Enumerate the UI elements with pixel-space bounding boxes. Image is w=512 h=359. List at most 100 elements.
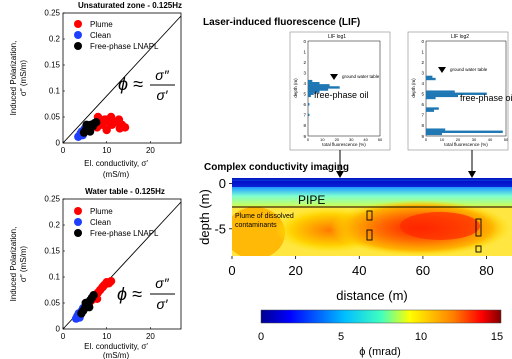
fluorescence-bar — [426, 94, 458, 98]
y-tick-label: 0.25 — [44, 9, 60, 18]
lif-log1-xlabel: total fluorescence (%) — [322, 142, 366, 147]
y-tick-label: 0.2 — [49, 35, 61, 44]
data-point — [100, 115, 109, 124]
legend-lnapl-marker — [74, 42, 82, 50]
y-tick-label: 0 — [56, 139, 61, 148]
colorbar-tick-label: 5 — [338, 331, 344, 343]
y-tick-label: 8 — [303, 123, 306, 128]
panel-a-ylabel-line2: σ″ (mS/m) — [19, 60, 28, 97]
y-tick-label: -5 — [214, 221, 226, 236]
fluorescence-bar — [426, 96, 436, 100]
x-tick-label: 0 — [425, 137, 428, 142]
lif-log2-gwt-label: ground water table — [450, 67, 488, 72]
colorbar-tick-label: 10 — [415, 331, 427, 343]
cci-x-ticks: 0 20 40 60 80 — [228, 256, 494, 278]
data-point — [85, 127, 95, 136]
y-tick-label: 0.05 — [44, 113, 60, 122]
y-tick-label: 6 — [303, 102, 306, 107]
y-tick-label: 0 — [56, 325, 61, 334]
fluorescence-bar — [426, 132, 442, 136]
lif-log1-location-marker — [366, 210, 373, 221]
fluorescence-bar — [308, 92, 314, 95]
fluorescence-bar — [308, 90, 320, 93]
y-tick-label: 1 — [303, 49, 306, 54]
lif-log2-bars — [426, 75, 503, 136]
x-tick-label: 50 — [504, 137, 509, 142]
panel-a-xlabel-line2: (mS/m) — [103, 170, 130, 179]
y-tick-label: 7 — [421, 113, 424, 118]
panel-b-frame — [62, 198, 182, 330]
cci-section: PIPE Plume of dissolved contaminants dep… — [197, 176, 512, 303]
fluorescence-bar — [426, 128, 446, 131]
data-point — [102, 125, 111, 135]
panel-b-ylabel-line1: Induced Polarization, — [9, 227, 18, 302]
legend-plume-label: Plume — [90, 207, 113, 216]
lif-log1-ylabel: depth (m) — [293, 78, 298, 98]
panel-a-equation: ϕ ≈ σ″ σ′ — [118, 67, 175, 103]
x-tick-label: 0 — [307, 137, 310, 142]
y-tick-label: 3 — [421, 70, 424, 75]
cci-y-ticks: 0 -5 — [214, 176, 232, 236]
arrow-down-icon — [468, 171, 476, 178]
plume-label-line2: contaminants — [235, 222, 277, 229]
equation-denominator: σ′ — [156, 87, 168, 103]
data-point — [106, 112, 116, 122]
lif-log1-y-ticks: 0 1 2 3 4 5 6 7 8 9 — [303, 39, 306, 139]
y-tick-label: 6 — [421, 102, 424, 107]
lif-log1-bars — [308, 79, 340, 117]
legend-plume-marker — [74, 207, 82, 215]
panel-b-title: Water table - 0.125Hz — [85, 187, 165, 196]
lif-log2-panel — [407, 31, 509, 151]
equation-numerator: σ″ — [155, 275, 169, 291]
x-tick-label: 0 — [228, 263, 235, 278]
x-tick-label: 20 — [146, 332, 155, 341]
colorbar-tick-label: 15 — [491, 331, 503, 343]
panel-b-equation: ϕ ≈ σ″ σ′ — [117, 275, 175, 312]
fluorescence-bar — [308, 88, 329, 91]
y-tick-label: 1 — [421, 49, 424, 54]
fluorescence-bar — [426, 109, 434, 112]
x-tick-label: 50 — [378, 137, 383, 142]
lif-log1-gwt-label: ground water table — [342, 74, 380, 79]
x-tick-label: 10 — [440, 137, 445, 142]
x-tick-label: 60 — [416, 263, 430, 278]
ground-water-table-icon — [330, 74, 338, 80]
y-tick-label: 9 — [303, 134, 306, 139]
lif-log2-location-marker — [475, 245, 482, 253]
x-tick-label: 20 — [288, 263, 302, 278]
panel-b-ylabel-line2: σ″ (mS/m) — [19, 246, 28, 283]
fluorescence-bar — [426, 90, 455, 93]
data-point — [92, 118, 101, 127]
colorbar-label: ϕ (mrad) — [359, 346, 401, 358]
legend-lnapl-marker — [74, 229, 82, 237]
legend-clean-marker — [74, 31, 82, 39]
lif-log1-annotation: free-phase oil — [314, 90, 369, 100]
x-tick-label: 10 — [320, 137, 325, 142]
panel-a-x-ticks: 0 10 20 — [61, 141, 155, 155]
x-tick-label: 40 — [363, 137, 368, 142]
y-tick-label: 4 — [303, 81, 306, 86]
lif-log2-axes — [425, 40, 507, 137]
plume-label-line1: Plume of dissolved — [235, 213, 294, 220]
equation-numerator: σ″ — [155, 67, 169, 83]
x-tick-label: 0 — [61, 146, 66, 155]
panel-a-ylabel-line1: Induced Polarization, — [9, 41, 18, 116]
lif-header: Laser-induced fluorescence (LIF) — [203, 17, 360, 28]
x-tick-label: 30 — [472, 137, 477, 142]
panel-b-xlabel-line1: El. conductivity, σ′ — [84, 342, 148, 351]
legend-clean-label: Clean — [90, 31, 111, 40]
x-tick-label: 20 — [146, 146, 155, 155]
fluorescence-bar — [308, 84, 330, 87]
lif-log2-y-ticks: 0 1 2 3 4 5 6 7 8 9 — [421, 39, 424, 139]
y-tick-label: 0.1 — [49, 87, 61, 96]
equation-denominator: σ′ — [156, 296, 168, 312]
cci-ylabel: depth (m) — [197, 189, 212, 245]
x-tick-label: 10 — [102, 146, 111, 155]
pipe-label: PIPE — [298, 193, 325, 207]
lif-log1-panel — [289, 31, 391, 151]
equation-lhs: ϕ ≈ — [118, 74, 143, 94]
data-point — [85, 302, 94, 312]
y-tick-label: 0.15 — [44, 61, 60, 70]
fluorescence-bar — [426, 130, 503, 133]
